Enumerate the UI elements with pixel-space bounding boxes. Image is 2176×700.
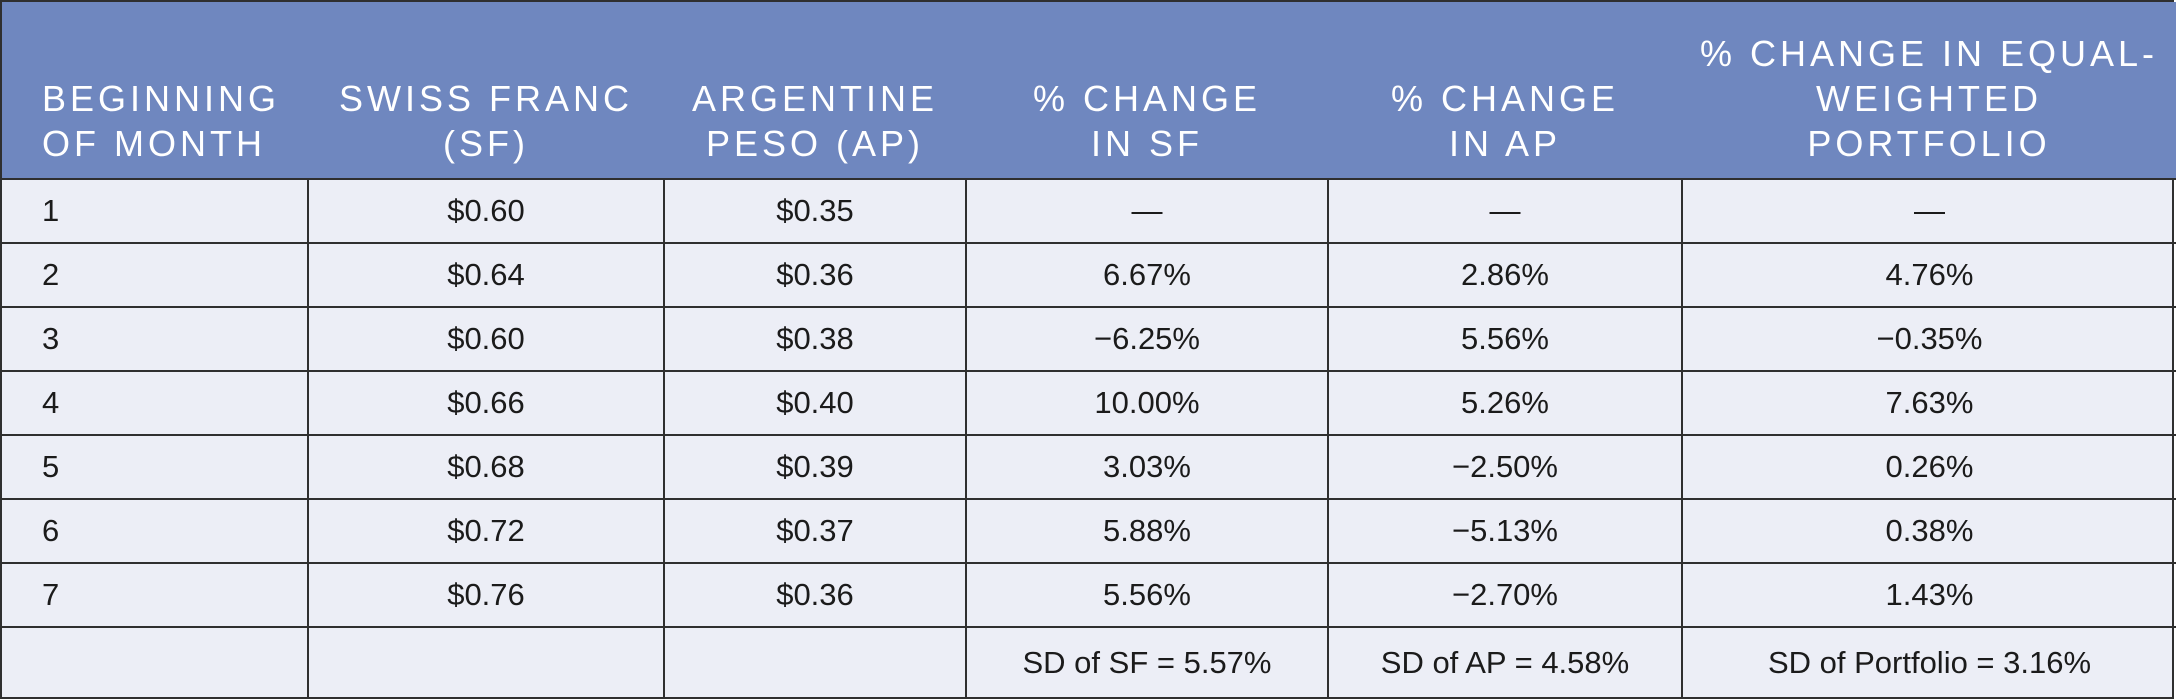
cell-month: 2: [2, 242, 309, 308]
table-row: 2 $0.64 $0.36 6.67% 2.86% 4.76%: [2, 242, 2176, 308]
header-line: OF MONTH: [42, 123, 266, 164]
cell-pct-change-portfolio: 4.76%: [1681, 242, 2176, 308]
cell-pct-change-ap: 2.86%: [1327, 242, 1683, 308]
cell-swiss-franc: $0.60: [307, 178, 665, 244]
header-line: PESO (AP): [705, 123, 925, 164]
header-line: WEIGHTED: [1816, 78, 2042, 119]
cell-month: 1: [2, 178, 309, 244]
cell-month: 5: [2, 434, 309, 500]
cell-argentine-peso: $0.40: [663, 370, 967, 436]
header-line: % CHANGE: [1390, 78, 1620, 119]
cell-swiss-franc: $0.66: [307, 370, 665, 436]
cell-pct-change-sf: 5.88%: [965, 498, 1329, 564]
header-line: % CHANGE: [1032, 78, 1262, 119]
cell-argentine-peso: $0.37: [663, 498, 967, 564]
cell-pct-change-sf: 5.56%: [965, 562, 1329, 628]
cell-empty: [2, 626, 309, 697]
sd-sf-cell: SD of SF = 5.57%: [965, 626, 1329, 697]
cell-pct-change-ap: —: [1327, 178, 1683, 244]
cell-argentine-peso: $0.35: [663, 178, 967, 244]
header-argentine-peso: ARGENTINE PESO (AP): [664, 2, 967, 180]
header-pct-change-portfolio: % CHANGE IN EQUAL- WEIGHTED PORTFOLIO: [1682, 2, 2176, 180]
cell-pct-change-ap: −2.50%: [1327, 434, 1683, 500]
cell-pct-change-ap: 5.26%: [1327, 370, 1683, 436]
header-line: BEGINNING: [42, 78, 281, 119]
cell-swiss-franc: $0.64: [307, 242, 665, 308]
cell-month: 4: [2, 370, 309, 436]
header-beginning-of-month: BEGINNING OF MONTH: [2, 2, 309, 180]
sd-portfolio-cell: SD of Portfolio = 3.16%: [1681, 626, 2176, 697]
header-pct-change-sf: % CHANGE IN SF: [966, 2, 1329, 180]
cell-empty: [307, 626, 665, 697]
cell-pct-change-portfolio: 7.63%: [1681, 370, 2176, 436]
cell-pct-change-portfolio: −0.35%: [1681, 306, 2176, 372]
cell-pct-change-sf: —: [965, 178, 1329, 244]
cell-argentine-peso: $0.36: [663, 562, 967, 628]
cell-pct-change-ap: 5.56%: [1327, 306, 1683, 372]
cell-month: 7: [2, 562, 309, 628]
cell-pct-change-sf: 10.00%: [965, 370, 1329, 436]
cell-pct-change-portfolio: 1.43%: [1681, 562, 2176, 628]
cell-month: 3: [2, 306, 309, 372]
cell-swiss-franc: $0.76: [307, 562, 665, 628]
cell-pct-change-portfolio: 0.26%: [1681, 434, 2176, 500]
table-row: 3 $0.60 $0.38 −6.25% 5.56% −0.35%: [2, 306, 2176, 372]
header-line: SWISS FRANC: [338, 78, 633, 119]
header-line: PORTFOLIO: [1807, 123, 2051, 164]
cell-pct-change-portfolio: —: [1681, 178, 2176, 244]
cell-argentine-peso: $0.36: [663, 242, 967, 308]
cell-argentine-peso: $0.38: [663, 306, 967, 372]
header-line: ARGENTINE: [691, 78, 939, 119]
table-row: 4 $0.66 $0.40 10.00% 5.26% 7.63%: [2, 370, 2176, 436]
standard-deviation-row: SD of SF = 5.57% SD of AP = 4.58% SD of …: [2, 626, 2176, 697]
header-line: IN SF: [1090, 123, 1203, 164]
header-line: (SF): [443, 123, 529, 164]
table-row: 5 $0.68 $0.39 3.03% −2.50% 0.26%: [2, 434, 2176, 500]
table-body: 1 $0.60 $0.35 — — — 2 $0.64 $0.36 6.67% …: [2, 178, 2176, 697]
cell-month: 6: [2, 498, 309, 564]
header-line: % CHANGE IN EQUAL-: [1699, 33, 2159, 74]
header-swiss-franc: SWISS FRANC (SF): [308, 2, 665, 180]
cell-empty: [663, 626, 967, 697]
cell-pct-change-portfolio: 0.38%: [1681, 498, 2176, 564]
table-row: 1 $0.60 $0.35 — — —: [2, 178, 2176, 244]
cell-pct-change-sf: 3.03%: [965, 434, 1329, 500]
table-row: 6 $0.72 $0.37 5.88% −5.13% 0.38%: [2, 498, 2176, 564]
cell-pct-change-sf: −6.25%: [965, 306, 1329, 372]
cell-pct-change-ap: −2.70%: [1327, 562, 1683, 628]
cell-pct-change-sf: 6.67%: [965, 242, 1329, 308]
header-row: BEGINNING OF MONTH SWISS FRANC (SF) ARGE…: [2, 2, 2176, 180]
cell-pct-change-ap: −5.13%: [1327, 498, 1683, 564]
sd-ap-cell: SD of AP = 4.58%: [1327, 626, 1683, 697]
cell-swiss-franc: $0.68: [307, 434, 665, 500]
cell-argentine-peso: $0.39: [663, 434, 967, 500]
table-row: 7 $0.76 $0.36 5.56% −2.70% 1.43%: [2, 562, 2176, 628]
cell-swiss-franc: $0.72: [307, 498, 665, 564]
header-pct-change-ap: % CHANGE IN AP: [1328, 2, 1683, 180]
cell-swiss-franc: $0.60: [307, 306, 665, 372]
header-line: IN AP: [1448, 123, 1562, 164]
table-header: BEGINNING OF MONTH SWISS FRANC (SF) ARGE…: [2, 2, 2176, 180]
